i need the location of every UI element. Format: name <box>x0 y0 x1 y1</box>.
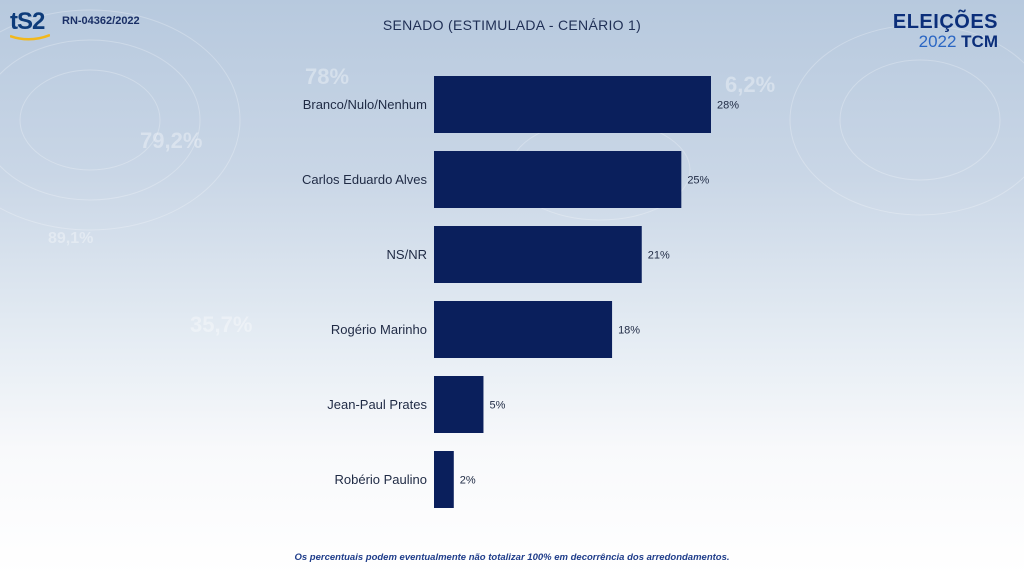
value-label: 21% <box>648 250 670 262</box>
brand-line1: ELEIÇÕES <box>892 11 998 33</box>
bar <box>434 451 454 508</box>
brand-year: 2022 <box>918 32 957 51</box>
background-contours <box>0 0 1024 320</box>
watermark-text: 79,2% <box>140 128 203 153</box>
watermark-text: 78% <box>305 64 350 89</box>
value-label: 25% <box>687 175 709 187</box>
bar <box>434 76 711 133</box>
watermark-text: 35,7% <box>190 312 253 337</box>
category-label: Jean-Paul Prates <box>327 397 427 412</box>
register-code: RN-04362/2022 <box>62 15 140 27</box>
bar <box>434 226 642 283</box>
value-label: 2% <box>460 475 476 487</box>
brand-tcm: TCM <box>961 32 998 51</box>
value-label: 5% <box>489 400 505 412</box>
watermark-text: 89,1% <box>48 230 94 247</box>
category-label: NS/NR <box>387 247 427 262</box>
bar <box>434 301 613 358</box>
category-label: Rogério Marinho <box>331 322 427 337</box>
logo-swoosh-icon <box>10 34 50 41</box>
value-label: 18% <box>618 325 640 337</box>
category-label: Carlos Eduardo Alves <box>302 172 428 187</box>
watermark-text: 6,2% <box>725 72 776 97</box>
eleicoes-2022-tcm-logo: ELEIÇÕES 2022 TCM <box>893 12 998 50</box>
category-label: Branco/Nulo/Nenhum <box>303 97 427 112</box>
bar <box>434 376 484 433</box>
category-label: Robério Paulino <box>334 472 427 487</box>
value-label: 28% <box>717 100 739 112</box>
ts2-logo: tS2 <box>10 8 50 41</box>
footnote: Os percentuais podem eventualmente não t… <box>294 552 730 563</box>
chart-title: SENADO (ESTIMULADA - CENÁRIO 1) <box>382 17 642 33</box>
ts2-logo-text: tS2 <box>10 8 45 35</box>
bar <box>434 151 682 208</box>
